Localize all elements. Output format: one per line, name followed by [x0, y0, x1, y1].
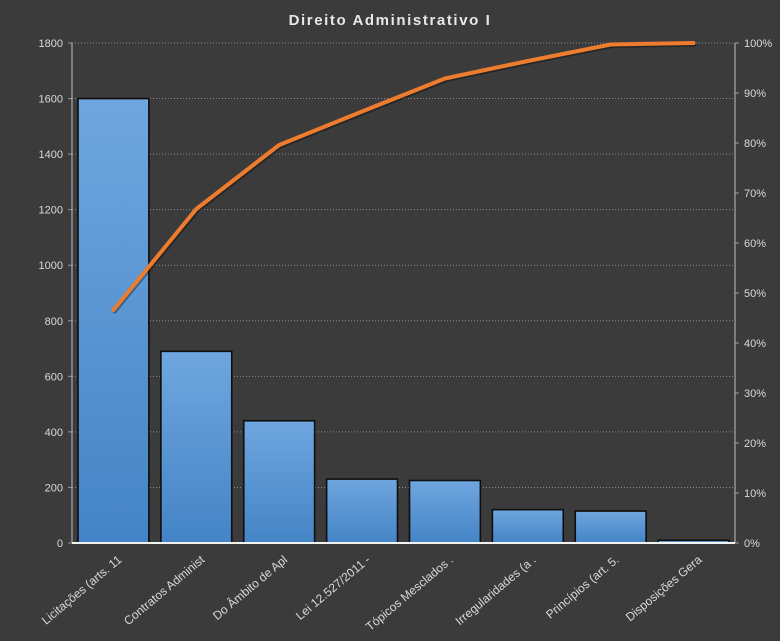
right-axis-label: 50% — [744, 288, 766, 300]
category-label: Disposições Gera — [623, 552, 705, 624]
left-axis-label: 1400 — [39, 149, 63, 161]
left-axis-label: 1800 — [39, 38, 63, 50]
bar-3[interactable] — [242, 419, 316, 544]
bar-6[interactable] — [491, 508, 565, 544]
cumulative-line-series — [111, 41, 697, 314]
left-axis-label: 1600 — [39, 94, 63, 106]
right-axis-label: 40% — [744, 338, 766, 350]
right-axis-label: 10% — [744, 488, 766, 500]
left-axis-label: 0 — [57, 538, 63, 550]
category-label: Licitações (arts. 11 — [39, 552, 125, 627]
bar-2[interactable] — [160, 350, 233, 544]
right-axis-label: 60% — [744, 238, 766, 250]
axes — [71, 43, 736, 544]
right-axis-label: 80% — [744, 138, 766, 150]
right-axis-label: 20% — [744, 438, 766, 450]
category-label: Do Âmbito de Apl — [209, 552, 290, 623]
bar-7[interactable] — [574, 510, 647, 544]
right-axis-label: 70% — [744, 188, 766, 200]
left-axis-label: 600 — [45, 371, 63, 383]
bar-1[interactable] — [77, 97, 150, 544]
category-label: Tópicos Mesclados . — [363, 553, 456, 634]
chart-title: Direito Administrativo I — [288, 12, 492, 29]
category-label: Lei 12.527/2011 - — [293, 553, 373, 623]
left-axis-label: 400 — [45, 427, 63, 439]
cumulative-line-shadow — [112, 42, 697, 314]
category-label: Princípios (art. 5. — [543, 553, 621, 622]
bar-4[interactable] — [325, 478, 399, 544]
category-label: Irregularidades (a . — [453, 553, 539, 628]
cumulative-line[interactable] — [111, 41, 696, 312]
right-axis-label: 90% — [744, 88, 766, 100]
right-axis-label: 0% — [744, 538, 760, 550]
bar-series — [77, 97, 730, 544]
right-axis-label: 30% — [744, 388, 766, 400]
category-label: Contratos Administ — [121, 552, 208, 628]
bar-5[interactable] — [408, 479, 482, 544]
right-axis-label: 100% — [744, 38, 772, 50]
left-axis-label: 800 — [45, 316, 63, 328]
left-axis-label: 1000 — [39, 260, 63, 272]
left-axis-label: 1200 — [39, 205, 63, 217]
left-axis-label: 200 — [45, 482, 63, 494]
